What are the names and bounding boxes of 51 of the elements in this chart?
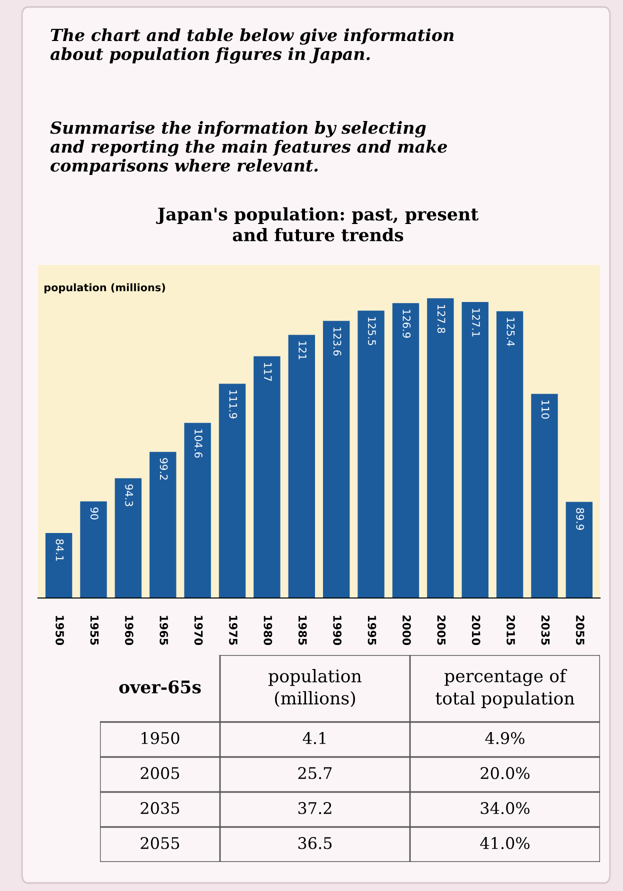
data-label: 94.3: [125, 484, 134, 506]
category-label: 2005: [140, 767, 180, 780]
x-tick-label: 1970: [194, 616, 203, 646]
category-label: percentage of total population: [436, 668, 574, 708]
text: 4.1: [302, 732, 326, 744]
x-tick-label: 2010: [472, 616, 480, 646]
category-label: 2055: [140, 837, 180, 850]
text: Summarise the information by selecting and reporting the main features and make comparisons where relevant.: [50, 121, 448, 175]
x-tick-label: 1990: [333, 616, 342, 646]
x-tick-label: 1995: [368, 616, 376, 645]
text: 36.5: [298, 837, 332, 850]
text: The chart and table below give information about population figures in Japan.: [50, 28, 454, 64]
x-tick-label: 2055: [576, 616, 584, 645]
x-tick-label: 2015: [506, 616, 515, 645]
category-label: 1950: [142, 732, 180, 744]
x-tick-label: 1985: [298, 616, 307, 645]
data-label: 123.6: [333, 328, 342, 356]
data-label: 127.8: [437, 305, 446, 333]
x-tick-label: 1965: [160, 616, 168, 645]
x-tick-label: 2005: [437, 616, 446, 645]
text: 37.2: [298, 802, 332, 814]
data-label: 117: [264, 363, 272, 381]
data-label: 125.5: [368, 317, 376, 346]
text: 34.0%: [480, 802, 530, 814]
data-label: 127.1: [472, 308, 480, 336]
data-label: 125.4: [506, 318, 515, 346]
text: 25.7: [298, 767, 332, 780]
data-label: 126.9: [402, 310, 411, 338]
data-label: 111.9: [229, 390, 238, 418]
data-label: 104.6: [194, 430, 202, 458]
data-label: 89.9: [576, 508, 584, 530]
chart-title: Japan's population: past, present and future trends: [156, 207, 479, 242]
text: 41.0%: [480, 837, 530, 850]
x-tick-label: 1980: [264, 616, 272, 646]
text: 20.0%: [480, 767, 530, 780]
category-label: 2035: [140, 802, 180, 814]
x-tick-label: 1950: [56, 616, 64, 646]
data-label: 121: [298, 342, 307, 360]
x-tick-label: 1960: [124, 616, 134, 646]
x-tick-label: 1975: [229, 616, 238, 645]
x-tick-label: 2035: [541, 616, 550, 645]
data-label: 84.1: [56, 539, 64, 561]
data-label: 90: [90, 508, 98, 520]
text: 4.9%: [485, 732, 524, 744]
y-axis-title: population (millions): [44, 283, 165, 294]
data-label: 99.2: [160, 458, 168, 480]
data-label: 110: [541, 400, 550, 419]
category-label: population (millions): [268, 669, 362, 708]
x-tick-label: 2000: [402, 616, 411, 646]
x-tick-label: 1955: [90, 616, 99, 645]
category-label: over-65s: [119, 680, 201, 694]
